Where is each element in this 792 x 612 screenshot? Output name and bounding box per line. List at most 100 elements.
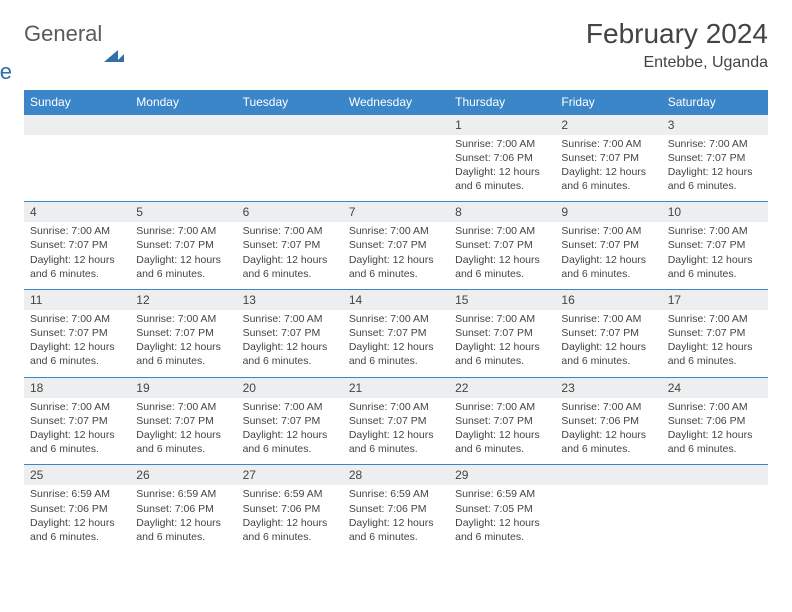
sunset-text: Sunset: 7:07 PM <box>243 326 337 340</box>
weekday-header-row: SundayMondayTuesdayWednesdayThursdayFrid… <box>24 90 768 115</box>
sunrise-text: Sunrise: 7:00 AM <box>136 312 230 326</box>
sunset-text: Sunset: 7:06 PM <box>455 151 549 165</box>
day-details: Sunrise: 7:00 AMSunset: 7:07 PMDaylight:… <box>24 310 130 377</box>
day-number: 23 <box>555 377 661 398</box>
day-details: Sunrise: 7:00 AMSunset: 7:07 PMDaylight:… <box>237 310 343 377</box>
day-number-row: 123 <box>24 114 768 135</box>
day-number <box>24 114 130 135</box>
sunrise-text: Sunrise: 7:00 AM <box>561 137 655 151</box>
weekday-header: Sunday <box>24 90 130 115</box>
day-details: Sunrise: 7:00 AMSunset: 7:07 PMDaylight:… <box>662 135 768 202</box>
sunrise-text: Sunrise: 7:00 AM <box>668 224 762 238</box>
day-number: 2 <box>555 114 661 135</box>
day-details <box>24 135 130 202</box>
day-details: Sunrise: 7:00 AMSunset: 7:07 PMDaylight:… <box>343 398 449 465</box>
sunrise-text: Sunrise: 7:00 AM <box>30 312 124 326</box>
daylight-text: Daylight: 12 hours and 6 minutes. <box>243 516 337 544</box>
day-details: Sunrise: 7:00 AMSunset: 7:07 PMDaylight:… <box>449 310 555 377</box>
day-number-row: 18192021222324 <box>24 377 768 398</box>
day-number: 29 <box>449 465 555 486</box>
sunset-text: Sunset: 7:06 PM <box>561 414 655 428</box>
daylight-text: Daylight: 12 hours and 6 minutes. <box>243 340 337 368</box>
logo-text-general: General <box>24 24 102 44</box>
day-number: 7 <box>343 202 449 223</box>
day-number: 4 <box>24 202 130 223</box>
sunset-text: Sunset: 7:07 PM <box>349 414 443 428</box>
day-details: Sunrise: 7:00 AMSunset: 7:06 PMDaylight:… <box>662 398 768 465</box>
sunset-text: Sunset: 7:07 PM <box>136 326 230 340</box>
day-number: 14 <box>343 289 449 310</box>
weekday-header: Friday <box>555 90 661 115</box>
day-number <box>343 114 449 135</box>
daylight-text: Daylight: 12 hours and 6 minutes. <box>243 253 337 281</box>
sunrise-text: Sunrise: 6:59 AM <box>349 487 443 501</box>
sunrise-text: Sunrise: 7:00 AM <box>349 224 443 238</box>
daylight-text: Daylight: 12 hours and 6 minutes. <box>668 165 762 193</box>
day-details: Sunrise: 7:00 AMSunset: 7:07 PMDaylight:… <box>130 222 236 289</box>
day-details-row: Sunrise: 7:00 AMSunset: 7:07 PMDaylight:… <box>24 398 768 465</box>
sunrise-text: Sunrise: 7:00 AM <box>455 224 549 238</box>
weekday-header: Tuesday <box>237 90 343 115</box>
day-details: Sunrise: 7:00 AMSunset: 7:07 PMDaylight:… <box>555 135 661 202</box>
logo-text-blue: Blue <box>0 62 102 82</box>
daylight-text: Daylight: 12 hours and 6 minutes. <box>668 253 762 281</box>
sunset-text: Sunset: 7:07 PM <box>455 414 549 428</box>
day-details: Sunrise: 6:59 AMSunset: 7:06 PMDaylight:… <box>237 485 343 552</box>
sunrise-text: Sunrise: 7:00 AM <box>349 312 443 326</box>
sunrise-text: Sunrise: 7:00 AM <box>136 400 230 414</box>
daylight-text: Daylight: 12 hours and 6 minutes. <box>561 165 655 193</box>
sunset-text: Sunset: 7:07 PM <box>668 238 762 252</box>
day-number-row: 2526272829 <box>24 465 768 486</box>
sunset-text: Sunset: 7:06 PM <box>136 502 230 516</box>
logo-triangle-small-icon <box>116 54 124 62</box>
sunset-text: Sunset: 7:05 PM <box>455 502 549 516</box>
day-details: Sunrise: 7:00 AMSunset: 7:06 PMDaylight:… <box>449 135 555 202</box>
day-details: Sunrise: 7:00 AMSunset: 7:07 PMDaylight:… <box>449 398 555 465</box>
sunset-text: Sunset: 7:07 PM <box>561 326 655 340</box>
day-number: 15 <box>449 289 555 310</box>
day-details: Sunrise: 7:00 AMSunset: 7:07 PMDaylight:… <box>662 222 768 289</box>
sunrise-text: Sunrise: 7:00 AM <box>668 137 762 151</box>
sunrise-text: Sunrise: 7:00 AM <box>136 224 230 238</box>
daylight-text: Daylight: 12 hours and 6 minutes. <box>30 340 124 368</box>
day-number <box>662 465 768 486</box>
day-number: 22 <box>449 377 555 398</box>
day-number: 6 <box>237 202 343 223</box>
sunrise-text: Sunrise: 7:00 AM <box>561 400 655 414</box>
day-number <box>237 114 343 135</box>
day-number-row: 11121314151617 <box>24 289 768 310</box>
weekday-header: Saturday <box>662 90 768 115</box>
day-details: Sunrise: 7:00 AMSunset: 7:07 PMDaylight:… <box>130 398 236 465</box>
day-number: 16 <box>555 289 661 310</box>
day-number-row: 45678910 <box>24 202 768 223</box>
daylight-text: Daylight: 12 hours and 6 minutes. <box>136 428 230 456</box>
day-details-row: Sunrise: 7:00 AMSunset: 7:07 PMDaylight:… <box>24 310 768 377</box>
daylight-text: Daylight: 12 hours and 6 minutes. <box>455 428 549 456</box>
day-number: 28 <box>343 465 449 486</box>
day-details <box>237 135 343 202</box>
sunset-text: Sunset: 7:07 PM <box>30 238 124 252</box>
sunrise-text: Sunrise: 7:00 AM <box>561 224 655 238</box>
day-details: Sunrise: 7:00 AMSunset: 7:07 PMDaylight:… <box>343 310 449 377</box>
sunset-text: Sunset: 7:07 PM <box>136 238 230 252</box>
day-details: Sunrise: 7:00 AMSunset: 7:07 PMDaylight:… <box>662 310 768 377</box>
day-details: Sunrise: 7:00 AMSunset: 7:07 PMDaylight:… <box>449 222 555 289</box>
sunrise-text: Sunrise: 6:59 AM <box>243 487 337 501</box>
sunset-text: Sunset: 7:06 PM <box>243 502 337 516</box>
sunset-text: Sunset: 7:07 PM <box>30 414 124 428</box>
sunrise-text: Sunrise: 7:00 AM <box>561 312 655 326</box>
day-number: 21 <box>343 377 449 398</box>
daylight-text: Daylight: 12 hours and 6 minutes. <box>561 340 655 368</box>
sunrise-text: Sunrise: 7:00 AM <box>349 400 443 414</box>
day-number <box>555 465 661 486</box>
daylight-text: Daylight: 12 hours and 6 minutes. <box>136 516 230 544</box>
weekday-header: Thursday <box>449 90 555 115</box>
sunrise-text: Sunrise: 7:00 AM <box>30 400 124 414</box>
sunrise-text: Sunrise: 7:00 AM <box>455 137 549 151</box>
daylight-text: Daylight: 12 hours and 6 minutes. <box>30 253 124 281</box>
day-number: 1 <box>449 114 555 135</box>
daylight-text: Daylight: 12 hours and 6 minutes. <box>136 340 230 368</box>
day-details: Sunrise: 7:00 AMSunset: 7:07 PMDaylight:… <box>237 222 343 289</box>
daylight-text: Daylight: 12 hours and 6 minutes. <box>349 516 443 544</box>
daylight-text: Daylight: 12 hours and 6 minutes. <box>455 516 549 544</box>
